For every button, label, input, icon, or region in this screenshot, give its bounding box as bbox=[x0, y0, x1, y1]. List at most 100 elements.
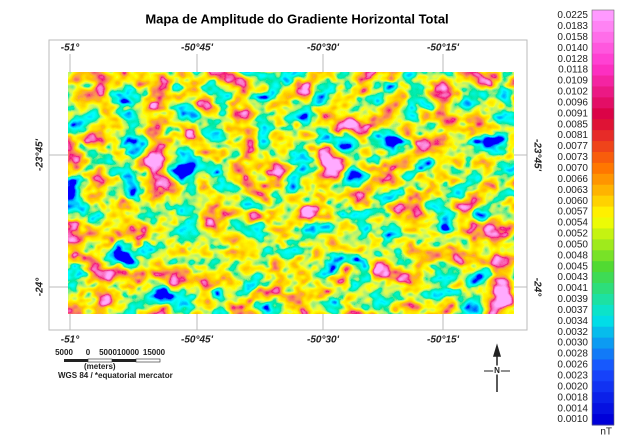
colorbar-label: 0.0041 bbox=[557, 283, 588, 294]
colorbar-label: 0.0032 bbox=[557, 327, 588, 338]
top-coord-label: -50°30' bbox=[307, 43, 340, 54]
colorbar-swatch bbox=[592, 338, 614, 349]
colorbar-label: 0.0109 bbox=[557, 76, 588, 87]
colorbar-label: 0.0052 bbox=[557, 229, 588, 240]
colorbar-swatch bbox=[592, 283, 614, 294]
colorbar-swatch bbox=[592, 359, 614, 370]
colorbar-label: 0.0085 bbox=[557, 119, 588, 130]
colorbar-swatch bbox=[592, 239, 614, 250]
colorbar-label: 0.0037 bbox=[557, 305, 588, 316]
colorbar-label: 0.0014 bbox=[557, 403, 588, 414]
colorbar-swatch bbox=[592, 10, 614, 21]
colorbar-swatch bbox=[592, 349, 614, 360]
colorbar-swatch bbox=[592, 174, 614, 185]
colorbar-label: 0.0081 bbox=[557, 130, 588, 141]
colorbar-label: 0.0023 bbox=[557, 370, 588, 381]
colorbar-swatch bbox=[592, 250, 614, 261]
colorbar-label: 0.0048 bbox=[557, 250, 588, 261]
colorbar-label: 0.0010 bbox=[557, 414, 588, 425]
colorbar-label: 0.0063 bbox=[557, 185, 588, 196]
colorbar-swatch bbox=[592, 261, 614, 272]
colorbar-label: 0.0128 bbox=[557, 54, 588, 65]
colorbar-swatch bbox=[592, 119, 614, 130]
colorbar-swatch bbox=[592, 403, 614, 414]
top-coord-label: -51° bbox=[61, 43, 80, 54]
projection: WGS 84 / *equatorial mercator bbox=[58, 371, 173, 380]
scale-unit: (meters) bbox=[84, 362, 116, 371]
colorbar-swatch bbox=[592, 196, 614, 207]
colorbar-label: 0.0140 bbox=[557, 43, 588, 54]
left-coord-label: -24° bbox=[35, 277, 46, 296]
colorbar-swatch bbox=[592, 97, 614, 108]
colorbar-label: 0.0118 bbox=[558, 65, 588, 76]
scale-label: 15000 bbox=[143, 348, 166, 357]
colorbar-unit: nT bbox=[600, 427, 612, 438]
colorbar-label: 0.0028 bbox=[557, 349, 588, 360]
right-coord-label: -24° bbox=[531, 278, 542, 297]
bottom-coord-label: -50°30' bbox=[307, 335, 340, 346]
colorbar-swatch bbox=[592, 370, 614, 381]
right-coord-label: -23°45' bbox=[531, 139, 542, 172]
colorbar-label: 0.0077 bbox=[557, 141, 588, 152]
colorbar-label: 0.0020 bbox=[557, 381, 588, 392]
north-label: N bbox=[494, 366, 500, 375]
colorbar-label: 0.0073 bbox=[557, 152, 588, 163]
colorbar-label: 0.0043 bbox=[557, 272, 588, 283]
colorbar-label: 0.0060 bbox=[557, 196, 588, 207]
scale-label: 5000 bbox=[99, 348, 117, 357]
colorbar-swatch bbox=[592, 130, 614, 141]
colorbar-swatch bbox=[592, 43, 614, 54]
colorbar-swatch bbox=[592, 305, 614, 316]
colorbar-swatch bbox=[592, 316, 614, 327]
colorbar-swatch bbox=[592, 228, 614, 239]
colorbar-swatch bbox=[592, 152, 614, 163]
top-coord-label: -50°15' bbox=[427, 43, 460, 54]
colorbar-swatch bbox=[592, 381, 614, 392]
top-coord-label: -50°45' bbox=[181, 43, 214, 54]
colorbar-label: 0.0102 bbox=[557, 87, 588, 98]
colorbar-swatch bbox=[592, 414, 614, 425]
colorbar-swatch bbox=[592, 294, 614, 305]
colorbar-label: 0.0066 bbox=[557, 174, 588, 185]
colorbar-label: 0.0070 bbox=[557, 163, 588, 174]
colorbar-label: 0.0091 bbox=[557, 108, 588, 119]
colorbar-label: 0.0034 bbox=[557, 316, 588, 327]
colorbar-swatch bbox=[592, 108, 614, 119]
colorbar-label: 0.0054 bbox=[557, 218, 588, 229]
scale-label: 10000 bbox=[117, 348, 140, 357]
left-coord-label: -23°45' bbox=[35, 138, 46, 171]
colorbar-swatch bbox=[592, 32, 614, 43]
colorbar-swatch bbox=[592, 207, 614, 218]
colorbar-label: 0.0057 bbox=[557, 207, 588, 218]
colorbar-swatch bbox=[592, 185, 614, 196]
scale-label: 5000 bbox=[55, 348, 73, 357]
colorbar-label: 0.0030 bbox=[557, 338, 588, 349]
colorbar-label: 0.0018 bbox=[557, 392, 588, 403]
colorbar-label: 0.0183 bbox=[557, 21, 588, 32]
colorbar-label: 0.0158 bbox=[557, 32, 588, 43]
colorbar-swatch bbox=[592, 76, 614, 87]
bottom-coord-label: -50°15' bbox=[427, 335, 460, 346]
map-raster bbox=[68, 72, 514, 314]
colorbar-swatch bbox=[592, 86, 614, 97]
colorbar-label: 0.0050 bbox=[557, 239, 588, 250]
scale-label: 0 bbox=[86, 348, 91, 357]
colorbar-label: 0.0225 bbox=[557, 10, 588, 21]
bottom-coord-label: -50°45' bbox=[181, 335, 214, 346]
title: Mapa de Amplitude do Gradiente Horizonta… bbox=[145, 11, 448, 26]
colorbar-swatch bbox=[592, 163, 614, 174]
colorbar-swatch bbox=[592, 218, 614, 229]
colorbar-swatch bbox=[592, 392, 614, 403]
bottom-coord-label: -51° bbox=[61, 335, 80, 346]
colorbar-swatch bbox=[592, 272, 614, 283]
colorbar-label: 0.0096 bbox=[557, 97, 588, 108]
colorbar-label: 0.0045 bbox=[557, 261, 588, 272]
colorbar-swatch bbox=[592, 21, 614, 32]
colorbar-swatch bbox=[592, 141, 614, 152]
colorbar-label: 0.0026 bbox=[557, 360, 588, 371]
colorbar-label: 0.0039 bbox=[557, 294, 588, 305]
colorbar-swatch bbox=[592, 327, 614, 338]
colorbar-swatch bbox=[592, 65, 614, 76]
colorbar-swatch bbox=[592, 54, 614, 65]
page: Mapa de Amplitude do Gradiente Horizonta… bbox=[0, 0, 617, 439]
